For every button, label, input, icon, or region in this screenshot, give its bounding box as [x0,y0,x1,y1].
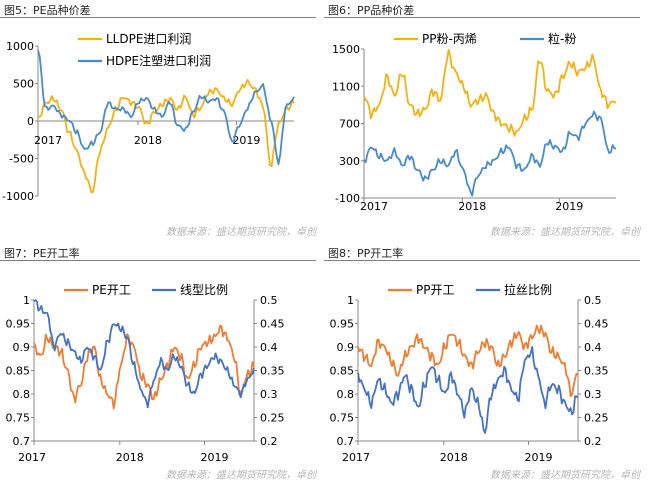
series-line-0 [33,325,255,410]
y-tick-label: 300 [339,155,360,168]
y-tick-label: 0.95 [330,318,355,331]
y-tick-label: 0.7 [13,435,31,448]
x-tick-label: 2019 [555,200,583,213]
title-divider [0,17,316,18]
series-line-1 [363,110,617,197]
series-line-0 [357,324,579,398]
x-tick-label: 2019 [201,451,229,464]
legend-label: HDPE注塑进口利润 [106,53,211,68]
y-tick-label: 1500 [332,43,360,56]
data-source: 数据来源：盛达期货研究院，卓创 [166,227,316,238]
chart-pp-operating-rate: 1 0.95 0.9 0.85 0.8 0.75 0.7 0.5 0.45 0.4 0.35 0.3 0… [330,282,609,464]
y-tick-label: 0.75 [6,412,31,425]
legend-label: LLDPE进口利润 [106,32,191,46]
chart-title: 图5：PE品种价差 [4,4,91,17]
y2-tick-label: 0.35 [584,365,609,378]
chart-panel-pp-operating-rate: 图8：PP开工率 1 0.95 0.9 0.85 0.8 0.75 0.7 0.5 0.45 0.… [324,243,648,486]
y-tick-label: -100 [335,192,360,205]
x-tick-label: 2018 [134,134,162,147]
y2-tick-label: 0.5 [260,294,278,307]
y-tick-label: 0.8 [337,388,355,401]
y2-tick-label: 0.4 [584,341,602,354]
title-divider [324,260,640,261]
series-line-0 [37,78,295,194]
chart-title: 图8：PP开工率 [328,247,404,260]
x-tick-label: 2017 [342,451,370,464]
y-tick-label: 700 [339,118,360,131]
series-line-1 [33,299,255,409]
legend-label: 拉丝比例 [504,282,552,297]
y2-tick-label: 0.2 [260,435,278,448]
chart-pe-spread: 1000 500 0 -500 -1000 2017 2018 2019 LLDPE进口利润 HD… [2,32,295,203]
series-line-1 [37,49,295,166]
y2-tick-label: 0.25 [260,412,285,425]
y-tick-label: -1000 [2,190,34,203]
title-divider [0,260,316,261]
x-tick-label: 2019 [525,451,553,464]
data-source: 数据来源：盛达期货研究院，卓创 [490,227,640,238]
chart-panel-pp-spread: 图6：PP品种价差 1500 1100 700 300 -100 2017 2018 2019… [324,0,648,243]
data-source: 数据来源：盛达期货研究院，卓创 [166,470,316,481]
y-tick-label: 0 [27,115,34,128]
y-tick-label: 1000 [6,40,34,53]
x-tick-label: 2017 [18,451,46,464]
x-tick-label: 2019 [232,134,260,147]
legend-label: PE开工 [92,283,131,297]
series-line-0 [363,48,617,137]
chart-panel-pe-spread: 图5：PE品种价差 1000 500 0 -500 -1000 2017 2018 2019 L… [0,0,324,243]
y-tick-label: 0.85 [6,365,31,378]
y-tick-label: 1 [347,294,354,307]
y-tick-label: -500 [9,153,34,166]
title-divider [324,17,640,18]
legend-label: PP粉-丙烯 [422,32,477,46]
y2-tick-label: 0.45 [584,318,609,331]
y-tick-label: 0.75 [330,412,355,425]
y-tick-label: 0.7 [337,435,355,448]
chart-panel-pe-operating-rate: 图7：PE开工率 1 0.95 0.9 0.85 0.8 0.75 0.7 0.5 0.45 0.… [0,243,324,486]
data-source: 数据来源：盛达期货研究院，卓创 [490,470,640,481]
legend-label: 粒-粉 [548,31,576,46]
y2-tick-label: 0.4 [260,341,278,354]
y-tick-label: 1100 [332,80,360,93]
y-tick-label: 0.95 [6,318,31,331]
x-tick-label: 2018 [116,451,144,464]
legend-label: PP开工 [416,283,454,297]
y2-tick-label: 0.35 [260,365,285,378]
chart-title: 图7：PE开工率 [4,247,80,260]
y-tick-label: 1 [23,294,30,307]
chart-title: 图6：PP品种价差 [328,4,415,17]
y2-tick-label: 0.45 [260,318,285,331]
y-tick-label: 0.9 [13,341,31,354]
y2-tick-label: 0.3 [584,388,602,401]
x-tick-label: 2017 [360,200,388,213]
x-tick-label: 2017 [34,134,62,147]
y-tick-label: 0.9 [337,341,355,354]
y-tick-label: 0.85 [330,365,355,378]
y-tick-label: 500 [13,78,34,91]
x-tick-label: 2018 [440,451,468,464]
x-tick-label: 2018 [458,200,486,213]
y2-tick-label: 0.5 [584,294,602,307]
y2-tick-label: 0.3 [260,388,278,401]
y2-tick-label: 0.2 [584,435,602,448]
series-line-1 [357,346,579,434]
y-tick-label: 0.8 [13,388,31,401]
y2-tick-label: 0.25 [584,412,609,425]
legend-label: 线型比例 [180,283,228,297]
chart-pe-operating-rate: 1 0.95 0.9 0.85 0.8 0.75 0.7 0.5 0.45 0.4 0.35 0.3 0… [6,283,285,464]
